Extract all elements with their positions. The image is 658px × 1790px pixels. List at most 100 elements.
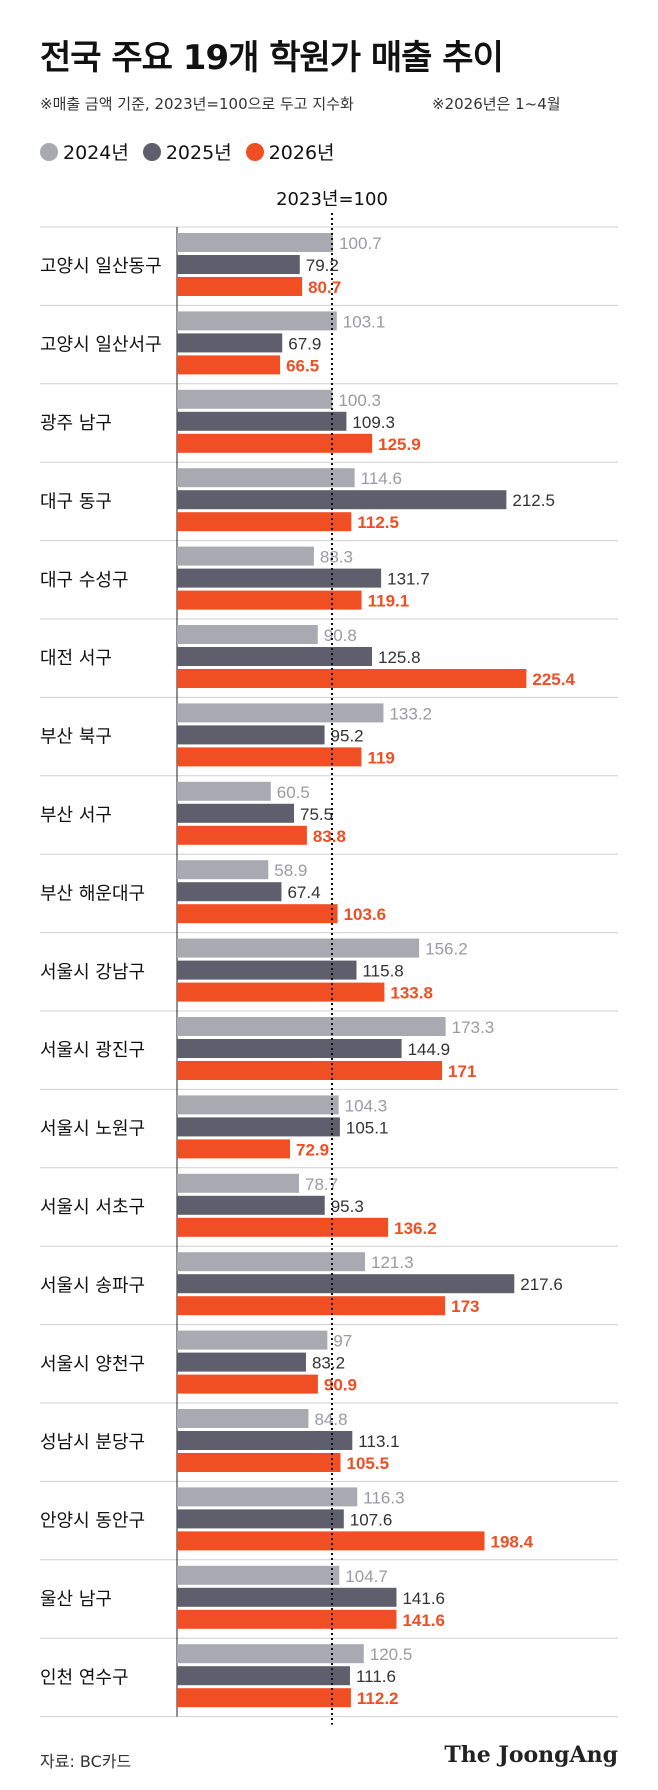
data-label: 100.3 xyxy=(338,391,381,410)
data-label: 114.6 xyxy=(361,469,402,488)
bar-2026년 xyxy=(177,1531,485,1551)
bar-2024년 xyxy=(177,1095,339,1115)
source-note: 자료: BC카드 xyxy=(40,1752,132,1771)
bar-2024년 xyxy=(177,781,271,801)
bar-2025년 xyxy=(177,1039,402,1058)
legend-swatch-2024 xyxy=(40,142,58,161)
data-label: 103.1 xyxy=(343,312,386,331)
bar-2024년 xyxy=(177,389,333,409)
bar-2026년 xyxy=(177,512,352,532)
bar-2025년 xyxy=(177,1195,325,1215)
bar-2025년 xyxy=(177,1352,306,1372)
bar-2024년 xyxy=(177,860,269,880)
legend-item-2024: 2024년 xyxy=(40,138,129,165)
category-label: 성남시 분당구 xyxy=(40,1432,145,1453)
category-label: 대구 수성구 xyxy=(40,570,129,591)
data-label: 88.3 xyxy=(320,548,353,567)
legend: 2024년 2025년 2026년 xyxy=(40,138,335,165)
category-label: 고양시 일산동구 xyxy=(40,256,162,277)
bar-2025년 xyxy=(177,411,347,431)
bar-2026년 xyxy=(177,1688,351,1708)
bar-2024년 xyxy=(177,1017,446,1036)
index-note: ※매출 금액 기준, 2023년=100으로 두고 지수화 xyxy=(40,95,354,113)
bar-2026년 xyxy=(177,590,362,610)
bar-2026년 xyxy=(177,982,385,1002)
data-label: 83.2 xyxy=(312,1354,345,1373)
data-label: 97 xyxy=(333,1332,352,1351)
bar-2026년 xyxy=(177,1139,290,1159)
bar-2024년 xyxy=(177,1487,358,1507)
legend-label-2026: 2026년 xyxy=(268,142,335,164)
data-label: 90.8 xyxy=(324,626,357,645)
bar-2026년 xyxy=(177,904,338,924)
data-label: 95.2 xyxy=(331,726,364,745)
bar-2025년 xyxy=(177,333,283,353)
bar-2025년 xyxy=(177,568,382,588)
data-label: 75.5 xyxy=(300,805,333,824)
bar-2024년 xyxy=(177,1409,309,1428)
legend-swatch-2026 xyxy=(245,142,264,161)
bar-2025년 xyxy=(177,960,357,980)
data-label: 109.3 xyxy=(352,413,395,432)
data-label: 112.2 xyxy=(357,1689,399,1708)
data-label: 104.7 xyxy=(345,1567,388,1586)
period-note: ※2026년은 1~4월 xyxy=(432,95,561,113)
data-label: 105.1 xyxy=(346,1118,389,1137)
bar-2025년 xyxy=(177,882,282,902)
data-label: 67.4 xyxy=(287,883,320,902)
data-label: 217.6 xyxy=(520,1275,563,1294)
data-label: 136.2 xyxy=(394,1219,437,1238)
data-label: 67.9 xyxy=(288,334,321,353)
category-label: 인천 연수구 xyxy=(40,1667,129,1688)
category-label: 안양시 동안구 xyxy=(40,1511,145,1532)
chart-title: 전국 주요 19개 학원가 매출 추이 xyxy=(40,38,504,78)
data-label: 95.3 xyxy=(331,1197,364,1216)
data-label: 66.5 xyxy=(286,356,319,375)
bar-2026년 xyxy=(177,1609,397,1629)
category-label: 광주 남구 xyxy=(40,413,112,434)
bar-2025년 xyxy=(177,1274,515,1294)
data-label: 173.3 xyxy=(452,1018,495,1037)
bar-2026년 xyxy=(177,355,281,375)
bar-2026년 xyxy=(177,825,307,845)
category-label: 서울시 노원구 xyxy=(40,1119,145,1140)
data-label: 119 xyxy=(367,748,394,767)
bar-2025년 xyxy=(177,803,295,823)
data-label: 171 xyxy=(448,1062,476,1081)
data-label: 112.5 xyxy=(357,513,399,532)
data-label: 107.6 xyxy=(350,1510,393,1529)
bar-2026년 xyxy=(177,1374,318,1394)
bar-2026년 xyxy=(177,1296,446,1316)
bar-2026년 xyxy=(177,669,527,688)
category-label: 고양시 일산서구 xyxy=(40,335,162,356)
bar-2024년 xyxy=(177,1565,340,1585)
bar-2024년 xyxy=(177,1330,328,1350)
data-label: 125.8 xyxy=(378,648,421,667)
bar-2024년 xyxy=(177,938,420,958)
data-label: 144.9 xyxy=(408,1040,451,1059)
bar-2024년 xyxy=(177,311,337,331)
data-label: 120.5 xyxy=(370,1645,413,1664)
bar-2024년 xyxy=(177,703,384,723)
data-label: 198.4 xyxy=(491,1532,534,1551)
data-label: 125.9 xyxy=(378,435,421,454)
data-label: 80.7 xyxy=(308,278,341,297)
data-label: 90.9 xyxy=(324,1376,357,1395)
bar-2024년 xyxy=(177,625,318,644)
category-label: 서울시 서초구 xyxy=(40,1197,145,1218)
category-label: 서울시 양천구 xyxy=(40,1354,145,1375)
data-label: 115.8 xyxy=(362,962,403,981)
bar-2026년 xyxy=(177,277,303,296)
bar-2025년 xyxy=(177,1587,397,1607)
bar-2026년 xyxy=(177,1453,341,1472)
bar-2025년 xyxy=(177,1666,350,1686)
bar-2025년 xyxy=(177,1509,344,1529)
data-label: 58.9 xyxy=(274,861,307,880)
data-label: 111.6 xyxy=(356,1667,396,1686)
bar-2024년 xyxy=(177,1173,299,1193)
legend-label-2025: 2025년 xyxy=(165,142,232,164)
bar-2024년 xyxy=(177,468,355,488)
data-label: 84.8 xyxy=(314,1410,347,1429)
bar-2024년 xyxy=(177,1252,366,1272)
data-label: 133.8 xyxy=(390,984,433,1003)
